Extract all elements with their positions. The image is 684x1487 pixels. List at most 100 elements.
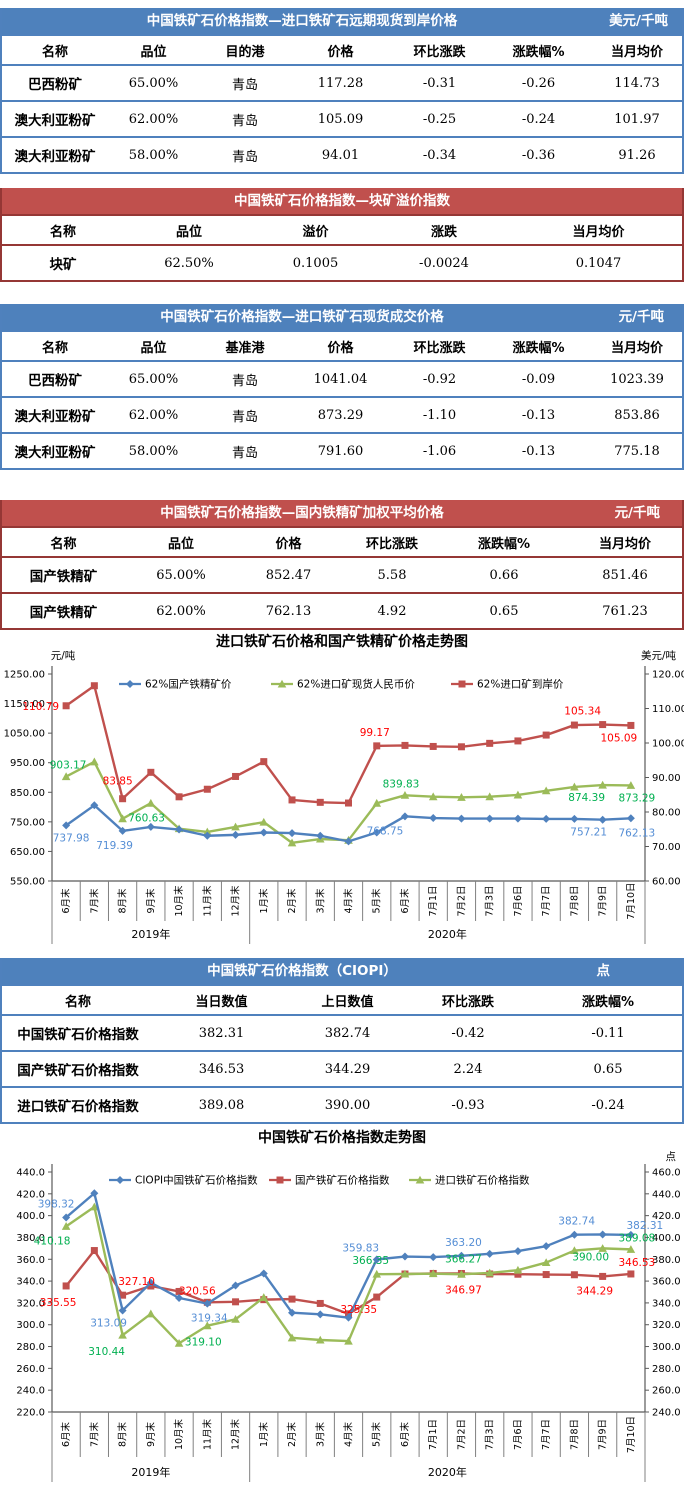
value-cell: 65.00% [128, 371, 179, 387]
value-cell: -0.24 [591, 1097, 625, 1113]
table-unit: 美元/千吨 [609, 13, 668, 29]
triangle-marker [259, 1293, 269, 1301]
triangle-marker [174, 1338, 184, 1347]
series-line [65, 1192, 631, 1319]
x-axis-category-label: 1月末 [258, 888, 270, 914]
table-row: 澳大利亚粉矿 58.00% 青岛 791.60 -1.06 -0.13 775.18 [2, 432, 682, 468]
column-header-cell: 环比涨跌 [413, 340, 466, 356]
triangle-marker [570, 782, 579, 791]
data-point-label: 874.39 [568, 792, 605, 804]
table-body: 名称 品位 价格 环比涨跌 涨跌幅% 当月均价 国产铁精矿 65.00% 852.47 5.58 0… [2, 526, 682, 628]
left-axis-tick-label: 950.00 [10, 758, 45, 769]
left-axis-tick-label: 1150.00 [4, 699, 45, 710]
diamond-marker [146, 1278, 155, 1287]
value-cell: 105.09 [317, 111, 364, 127]
table-header-band: 中国铁矿石价格指数（CIOPI） 点 [2, 958, 682, 984]
left-axis-tick-label: 300.0 [16, 1320, 45, 1331]
table-row: 国产铁矿石价格指数 346.53 344.29 2.24 0.65 [2, 1050, 682, 1086]
value-cell: 2.24 [453, 1061, 483, 1077]
square-marker [90, 1247, 98, 1255]
column-header-cell: 价格 [275, 536, 302, 552]
triangle-marker [146, 1309, 156, 1318]
legend-label: 国产铁矿石价格指数 [295, 1174, 390, 1187]
triangle-marker [598, 1244, 607, 1252]
left-axis-tick-label: 340.0 [16, 1277, 45, 1288]
x-axis-category-label: 12月末 [230, 1418, 242, 1450]
square-marker [570, 721, 578, 729]
value-cell: -0.93 [451, 1097, 485, 1113]
right-axis-tick-label: 460.0 [652, 1168, 681, 1179]
table-header-band: 中国铁矿石价格指数—国内铁精矿加权平均价格 元/千吨 [2, 500, 682, 526]
data-point-label: 335.55 [40, 1297, 77, 1309]
legend-label: 62%进口矿现货人民币价 [297, 678, 415, 691]
data-point-label: 310.44 [88, 1346, 125, 1358]
column-header-cell: 环比涨跌 [413, 44, 466, 60]
square-marker [457, 743, 465, 751]
x-axis-category-label: 7月3日 [485, 1419, 496, 1450]
value-cell: 58.00% [128, 443, 179, 459]
data-point-label: 382.74 [558, 1215, 595, 1227]
triangle-marker [541, 786, 551, 795]
table-column-header-row: 名称 品位 溢价 涨跌 当月均价 [2, 214, 682, 244]
diamond-marker [288, 1308, 297, 1317]
x-axis-category-label: 11月末 [201, 1418, 213, 1450]
square-marker [345, 799, 352, 807]
column-header-cell: 涨跌幅% [477, 536, 531, 552]
value-cell: 0.65 [489, 603, 519, 619]
data-point-label: 110.79 [22, 701, 59, 713]
data-point-label: 903.17 [50, 760, 87, 772]
value-cell: 青岛 [231, 77, 258, 93]
square-marker [514, 737, 522, 745]
diamond-marker [203, 1299, 212, 1308]
triangle-marker [277, 679, 287, 688]
x-axis-category-label: 3月末 [314, 888, 326, 914]
square-marker [260, 758, 268, 766]
triangle-marker [457, 1269, 466, 1278]
left-axis-tick-label: 1050.00 [4, 729, 45, 740]
table-title: 中国铁矿石价格指数—块矿溢价指数 [234, 193, 450, 209]
table-header-band: 中国铁矿石价格指数—块矿溢价指数 [2, 188, 682, 214]
value-cell: 94.01 [321, 147, 360, 163]
value-cell: -0.24 [521, 111, 556, 127]
value-cell: 58.00% [128, 147, 179, 163]
square-marker [458, 680, 466, 688]
column-header-cell: 基准港 [225, 340, 265, 356]
left-axis-tick-label: 420.0 [16, 1189, 45, 1200]
right-axis-tick-label: 400.0 [652, 1233, 681, 1244]
value-cell: 852.47 [265, 567, 312, 583]
x-axis-category-label: 6月末 [399, 1421, 411, 1447]
triangle-marker [118, 1330, 127, 1339]
right-axis-unit: 美元/吨 [641, 649, 677, 662]
data-point-label: 83.85 [103, 776, 133, 788]
left-axis-tick-label: 380.0 [16, 1233, 45, 1244]
data-point-label: 105.09 [601, 732, 638, 744]
data-point-label: 366.27 [445, 1253, 482, 1265]
data-point-label: 99.17 [360, 727, 390, 739]
table-column-header-row: 名称 品位 基准港 价格 环比涨跌 涨跌幅% 当月均价 [2, 330, 682, 360]
x-axis-year-label: 2019年 [131, 927, 170, 941]
left-axis-tick-label: 650.00 [10, 847, 45, 858]
column-header-cell: 涨跌幅% [581, 994, 635, 1010]
table-header-band: 中国铁矿石价格指数—进口铁矿石现货成交价格 元/千吨 [2, 304, 682, 330]
value-cell: -0.0024 [419, 255, 469, 271]
square-marker [429, 742, 437, 750]
value-cell: -0.09 [521, 371, 556, 387]
value-cell: 791.60 [317, 443, 364, 459]
x-axis-category-label: 7月6日 [513, 885, 524, 916]
table-row: 国产铁精矿 62.00% 762.13 4.92 0.65 761.23 [2, 592, 682, 628]
column-header-cell: 溢价 [302, 224, 329, 240]
square-marker [276, 1176, 284, 1184]
column-header-cell: 上日数值 [321, 994, 374, 1010]
square-marker [373, 742, 381, 750]
data-point-label: 359.83 [342, 1242, 379, 1254]
triangle-marker [287, 838, 297, 847]
diamond-marker [626, 1230, 635, 1239]
row-name-cell: 块矿 [49, 257, 77, 273]
square-marker [514, 1270, 522, 1278]
column-header-cell: 当日数值 [195, 994, 248, 1010]
data-point-label: 737.98 [53, 832, 90, 844]
value-cell: 0.1047 [575, 255, 622, 271]
triangle-marker [259, 817, 269, 826]
value-cell: 青岛 [231, 113, 258, 129]
diamond-marker [316, 831, 325, 840]
